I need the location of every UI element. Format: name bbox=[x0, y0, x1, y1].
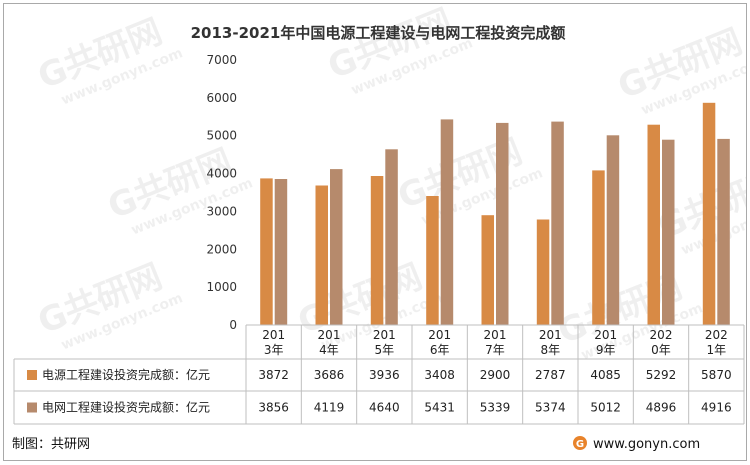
data-label: 5374 bbox=[535, 401, 566, 415]
x-tick-label: 7年 bbox=[485, 343, 505, 357]
x-tick-label: 5年 bbox=[375, 343, 395, 357]
legend-swatch bbox=[27, 370, 37, 380]
data-label: 3872 bbox=[258, 368, 289, 382]
bar-series1 bbox=[370, 176, 384, 325]
x-tick-label: 1年 bbox=[707, 343, 727, 357]
website-label: www.gonyn.com bbox=[593, 437, 700, 452]
y-tick-label: 3000 bbox=[206, 204, 237, 218]
bar-series2 bbox=[385, 149, 398, 325]
x-tick-label: 201 bbox=[262, 328, 285, 342]
bar-series2 bbox=[662, 139, 675, 325]
bar-series2 bbox=[717, 138, 730, 325]
bar-layer bbox=[260, 102, 730, 326]
bar-series2 bbox=[496, 122, 509, 326]
data-label: 2900 bbox=[480, 368, 511, 382]
x-tick-label: 201 bbox=[539, 328, 562, 342]
y-axis: 0 1000 2000 3000 4000 5000 6000 7000 bbox=[206, 53, 237, 332]
y-tick-label: 6000 bbox=[206, 91, 237, 105]
data-label: 3686 bbox=[314, 368, 345, 382]
legend-label: 电源工程建设投资完成额：亿元 bbox=[42, 367, 210, 382]
data-label: 3856 bbox=[258, 401, 289, 415]
x-tick-label: 201 bbox=[318, 328, 341, 342]
bar-series2 bbox=[274, 179, 288, 325]
x-tick-label: 4年 bbox=[319, 343, 339, 357]
bar-series2 bbox=[551, 121, 564, 325]
data-label: 5339 bbox=[480, 401, 511, 415]
data-label: 4085 bbox=[590, 368, 621, 382]
bar-series1 bbox=[702, 102, 716, 325]
y-tick-label: 4000 bbox=[206, 167, 237, 181]
x-tick-label: 0年 bbox=[651, 343, 671, 357]
bar-series1 bbox=[260, 178, 273, 325]
bar-series1 bbox=[647, 124, 660, 325]
data-label: 2787 bbox=[535, 368, 566, 382]
x-tick-label: 6年 bbox=[430, 343, 450, 357]
x-tick-label: 201 bbox=[373, 328, 396, 342]
bar-series1 bbox=[426, 196, 439, 325]
bar-series1 bbox=[536, 219, 550, 325]
bar-series2 bbox=[330, 169, 343, 325]
data-label: 4119 bbox=[314, 401, 345, 415]
y-tick-label: 7000 bbox=[206, 53, 237, 67]
data-label: 5870 bbox=[701, 368, 732, 382]
x-tick-label: 201 bbox=[428, 328, 451, 342]
data-label: 5431 bbox=[424, 401, 455, 415]
bar-series2 bbox=[440, 119, 454, 326]
footer: 制图：共研网 G www.gonyn.com bbox=[12, 436, 700, 452]
site-logo-icon: G bbox=[573, 436, 587, 450]
data-label: 3936 bbox=[369, 368, 400, 382]
svg-text:G: G bbox=[576, 439, 584, 450]
y-tick-label: 2000 bbox=[206, 242, 237, 256]
x-tick-label: 9年 bbox=[596, 343, 616, 357]
data-label: 4640 bbox=[369, 401, 400, 415]
legend-swatch bbox=[27, 402, 37, 413]
y-tick-label: 0 bbox=[229, 318, 237, 332]
chart-frame: G共研网 www.gonyn.com G共研网 www.gonyn.com G共研网 ww… bbox=[3, 3, 747, 461]
bar-series1 bbox=[481, 215, 494, 325]
data-label: 5292 bbox=[646, 368, 677, 382]
chart-title: 2013-2021年中国电源工程建设与电网工程投资完成额 bbox=[191, 24, 566, 42]
data-label: 4896 bbox=[646, 401, 677, 415]
x-tick-label: 3年 bbox=[264, 343, 284, 357]
y-tick-label: 1000 bbox=[206, 280, 237, 294]
x-tick-label: 202 bbox=[650, 328, 673, 342]
source-label: 制图：共研网 bbox=[12, 437, 90, 452]
data-label: 3408 bbox=[424, 368, 455, 382]
x-tick-label: 201 bbox=[594, 328, 617, 342]
bar-series1 bbox=[315, 185, 328, 325]
bar-series2 bbox=[606, 135, 620, 325]
data-label: 5012 bbox=[590, 401, 621, 415]
y-tick-label: 5000 bbox=[206, 129, 237, 143]
data-table: 2013年2014年2015年2016年2017年2018年2019年2020年… bbox=[13, 324, 745, 425]
x-tick-label: 201 bbox=[484, 328, 507, 342]
legend-label: 电网工程建设投资完成额：亿元 bbox=[42, 400, 210, 415]
x-tick-label: 8年 bbox=[541, 343, 561, 357]
x-tick-label: 202 bbox=[705, 328, 728, 342]
data-label: 4916 bbox=[701, 401, 732, 415]
bar-series1 bbox=[592, 170, 605, 325]
